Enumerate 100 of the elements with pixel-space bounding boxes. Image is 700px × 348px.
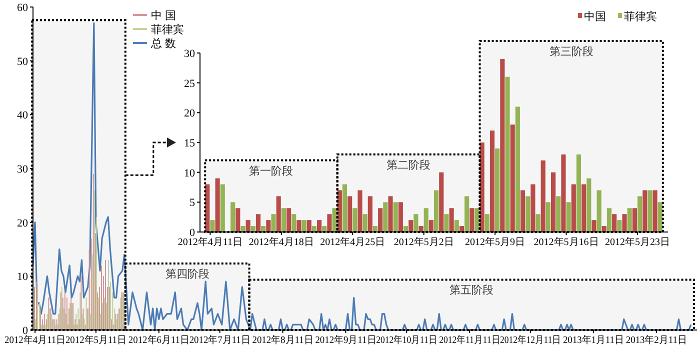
bar [627,208,632,232]
bar [261,226,266,232]
x-tick-label: 2012年4月25日 [320,236,386,248]
bar [551,172,556,232]
bar [510,124,515,232]
bar [652,190,658,232]
y-tick-label: 20 [184,108,196,120]
band-label: 第四阶段 [165,268,210,281]
bar [327,214,332,232]
bar [596,190,602,232]
bar [220,184,225,232]
bar [622,214,627,232]
bar [337,190,342,232]
line-series [32,22,692,331]
y-tick-label: 25 [184,78,196,90]
band-label: 第一阶段 [249,165,294,178]
bar [449,208,454,232]
bar [383,202,388,232]
band-label: 第五阶段 [450,284,494,297]
bar [378,208,383,232]
y-tick-label: 15 [184,138,196,150]
bar [484,214,490,232]
y-tick-label: 5 [190,197,196,210]
bar [637,196,642,232]
bar [302,220,306,232]
y-tick-label: 30 [17,164,28,176]
bar [205,184,210,232]
bar [317,220,322,232]
bar [586,178,592,232]
bar [480,142,484,232]
bar [648,190,652,232]
bar [362,214,368,232]
bar [393,202,398,232]
bar [398,202,403,232]
bar [490,130,495,232]
y-tick-label: 20 [17,217,28,230]
x-tick-label: 2012年4月11日 [178,236,242,248]
bar [348,196,352,232]
bar [403,226,408,232]
bar [276,196,281,232]
bar [428,220,434,232]
bar [286,208,292,232]
bar [215,178,220,232]
bar [210,220,215,232]
legend-label: 菲律宾 [151,23,184,36]
bar [250,226,256,232]
y-tick-label: 10 [184,167,196,180]
bar [388,196,393,232]
bar [256,214,261,232]
x-tick-label: 2012年7月11日 [189,334,254,346]
x-tick-label: 2012年5月9日 [465,236,526,248]
bar [454,220,459,232]
bar [332,208,337,232]
bar [444,214,449,232]
x-tick-label: 2012年5月23日 [604,236,670,248]
bar [505,76,510,232]
bar [606,208,612,232]
bar [230,202,236,232]
y-tick-label: 60 [17,2,28,14]
y-tick-label: 10 [17,271,28,284]
bar [658,202,662,232]
bar [632,208,637,232]
bar [495,148,500,232]
bar [322,226,327,232]
bar [546,202,550,232]
y-tick-label: 50 [17,56,28,68]
bar [236,208,240,232]
bar [296,220,302,232]
bar [602,226,606,232]
bar [464,196,470,232]
legend-label: 中国 [584,10,606,23]
bar [470,208,474,232]
y-tick-label: 0 [190,227,196,239]
x-tick-label: 2012年5月16日 [534,236,599,248]
bar [526,196,530,232]
bar [358,190,362,232]
bar [576,154,582,232]
x-tick-label: 2012年8月11日 [252,334,317,346]
band-label: 第二阶段 [386,159,431,172]
legend-label: 总 数 [150,37,176,50]
bar [566,202,571,232]
y-tick-label: 40 [17,110,28,122]
bar [306,220,312,232]
bar [352,208,358,232]
bar [424,208,428,232]
bar [281,208,286,232]
x-tick-label: 2013年2月11日 [626,334,691,346]
bar [368,196,372,232]
bar [408,220,414,232]
bar [459,226,464,232]
bar [266,220,271,232]
bar [414,214,418,232]
bar [474,208,480,232]
bar [240,226,246,232]
bar [271,214,276,232]
bar [292,214,296,232]
bar [612,214,617,232]
bar [312,226,316,232]
legend-label: 中 国 [151,9,176,22]
y-tick-label: 30 [184,48,196,60]
